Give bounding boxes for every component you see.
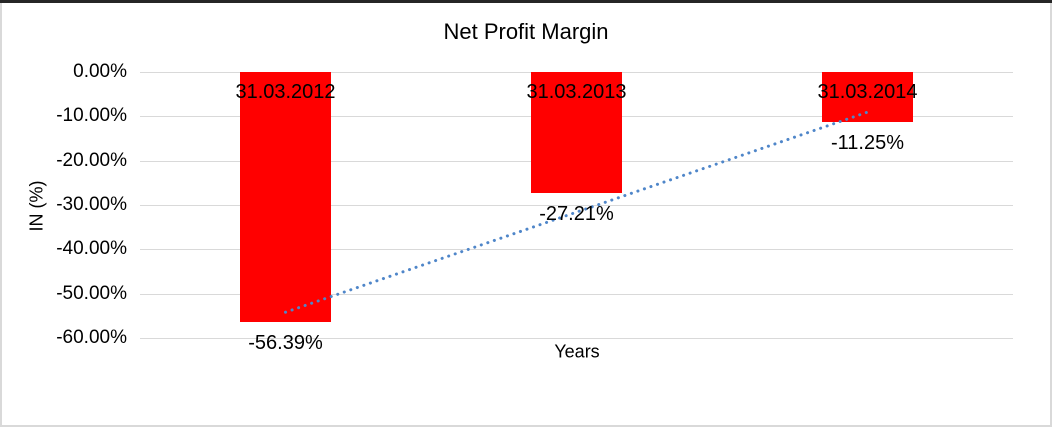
y-axis-tick-label: -40.00% <box>56 238 127 260</box>
value-label: -11.25% <box>830 131 905 154</box>
y-axis-tick-label: -50.00% <box>56 282 127 304</box>
x-axis-title: Years <box>554 341 600 362</box>
chart-title: Net Profit Margin <box>443 19 609 44</box>
gridline <box>140 293 1013 295</box>
gridline <box>140 249 1013 251</box>
bar-31.03.2013 <box>531 72 622 193</box>
category-label: 31.03.2012 <box>235 81 336 103</box>
bar-31.03.2014 <box>822 72 913 122</box>
bar-31.03.2012 <box>240 72 331 322</box>
y-axis-tick-label: -60.00% <box>56 326 127 348</box>
y-axis-tick-label: -20.00% <box>56 149 127 171</box>
gridline <box>140 204 1013 206</box>
y-axis-tick-label: -10.00% <box>56 105 127 127</box>
y-axis-tick-label: 0.00% <box>73 61 127 82</box>
value-label: -56.39% <box>248 331 323 354</box>
gridline <box>140 337 1013 339</box>
category-label: 31.03.2014 <box>817 81 918 103</box>
category-label: 31.03.2013 <box>526 81 627 103</box>
y-axis-tick-label: -30.00% <box>56 193 127 215</box>
value-label: -27.21% <box>539 202 614 225</box>
